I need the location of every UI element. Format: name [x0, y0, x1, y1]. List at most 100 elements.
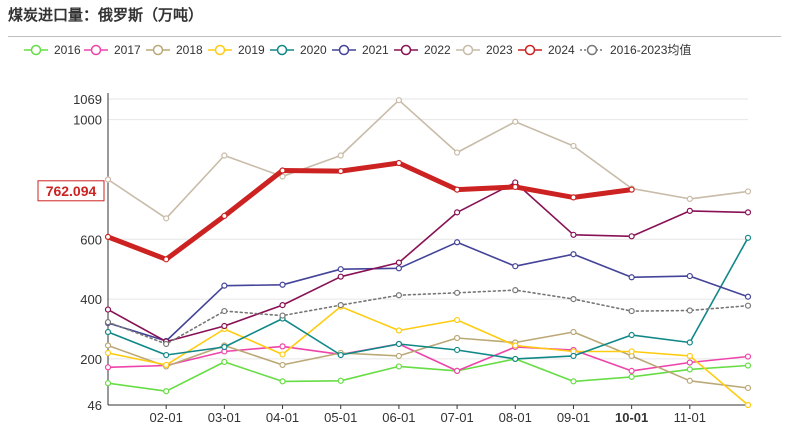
series-line: [105, 160, 635, 262]
data-point: [512, 118, 519, 125]
data-point: [628, 233, 635, 240]
data-point: [512, 287, 519, 294]
data-point: [279, 312, 286, 319]
legend-swatch-marker: [30, 44, 42, 56]
legend-label: 2016-2023均值: [610, 42, 691, 57]
data-point: [395, 97, 403, 104]
data-point: [453, 209, 461, 216]
legend-label: 2016: [54, 43, 81, 57]
data-point: [395, 292, 403, 299]
legend-swatch-marker: [90, 44, 102, 56]
data-point: [628, 274, 635, 281]
data-point: [744, 353, 752, 360]
legend-label: 2018: [176, 43, 203, 57]
x-tick-label: 07-01: [440, 410, 473, 425]
data-point: [163, 351, 170, 359]
current-value-box: [37, 180, 105, 202]
data-point: [744, 234, 752, 241]
data-point: [628, 367, 635, 375]
data-point: [163, 256, 170, 263]
data-point: [395, 340, 403, 348]
y-tick-label: 46: [88, 398, 102, 413]
data-point: [570, 352, 577, 360]
legend-label: 2019: [238, 43, 265, 57]
data-point: [337, 273, 344, 280]
y-tick-label: 400: [80, 292, 102, 307]
series-line: [107, 99, 749, 220]
x-tick-label: 03-01: [208, 410, 241, 425]
legend-label: 2020: [300, 43, 327, 57]
series-line: [107, 343, 749, 372]
title-divider: [8, 36, 781, 37]
series-line: [107, 241, 749, 342]
data-point: [686, 307, 693, 314]
data-point: [453, 186, 461, 193]
data-point: [628, 186, 635, 193]
data-point: [570, 231, 577, 238]
data-point: [512, 342, 519, 349]
data-point: [337, 167, 344, 175]
data-point: [104, 364, 112, 371]
legend-swatch-marker: [276, 44, 288, 56]
data-point: [221, 212, 228, 220]
data-point: [279, 351, 286, 358]
legend-label: 2022: [424, 43, 451, 57]
data-point: [221, 152, 228, 159]
data-point: [104, 176, 112, 183]
data-point: [337, 351, 344, 359]
data-point: [744, 293, 752, 300]
data-point: [395, 363, 403, 370]
data-point: [221, 358, 228, 366]
data-point: [686, 377, 693, 384]
x-tick-label: 02-01: [150, 410, 183, 425]
series-line: [107, 305, 749, 406]
x-tick-label: 04-01: [266, 410, 299, 425]
data-point: [337, 301, 344, 309]
series-line: [107, 237, 749, 360]
data-point: [512, 263, 519, 270]
data-point: [512, 355, 519, 363]
data-point: [628, 373, 635, 380]
x-tick-label: 06-01: [382, 410, 415, 425]
data-point: [279, 167, 286, 174]
data-point: [570, 194, 577, 201]
legend-swatch-marker: [586, 44, 598, 56]
x-tick-label: 08-01: [499, 410, 532, 425]
data-point: [686, 272, 693, 280]
data-point: [570, 296, 577, 303]
data-point: [628, 307, 635, 315]
data-point: [104, 342, 112, 349]
y-tick-label: 600: [80, 232, 102, 247]
data-point: [337, 152, 344, 159]
data-point: [163, 361, 170, 369]
legend-label: 2017: [114, 43, 141, 57]
data-point: [744, 302, 752, 309]
legend-swatch-marker: [214, 44, 226, 56]
y-tick-label: 1069: [73, 92, 102, 107]
data-point: [744, 209, 752, 216]
x-tick-label: 11-01: [674, 410, 706, 425]
data-point: [453, 367, 461, 375]
series-line: [107, 181, 749, 343]
data-point: [221, 307, 228, 315]
data-point: [163, 215, 170, 222]
data-point: [104, 233, 112, 240]
data-point: [279, 281, 286, 288]
chart-title: 煤炭进口量：俄罗斯（万吨）: [8, 6, 204, 24]
data-point: [279, 361, 286, 369]
legend-label: 2023: [486, 43, 513, 57]
data-point: [337, 377, 344, 384]
data-point: [744, 401, 752, 409]
legend-swatch-marker: [524, 44, 536, 56]
data-point: [570, 142, 577, 150]
data-point: [395, 327, 403, 334]
data-point: [453, 346, 461, 354]
data-point: [337, 266, 344, 273]
data-point: [744, 362, 752, 369]
data-point: [221, 282, 228, 289]
data-point: [395, 265, 403, 272]
x-tick-label: 10-01: [615, 410, 648, 425]
data-point: [744, 188, 752, 195]
data-point: [163, 388, 170, 395]
legend-label: 2024: [548, 43, 575, 57]
